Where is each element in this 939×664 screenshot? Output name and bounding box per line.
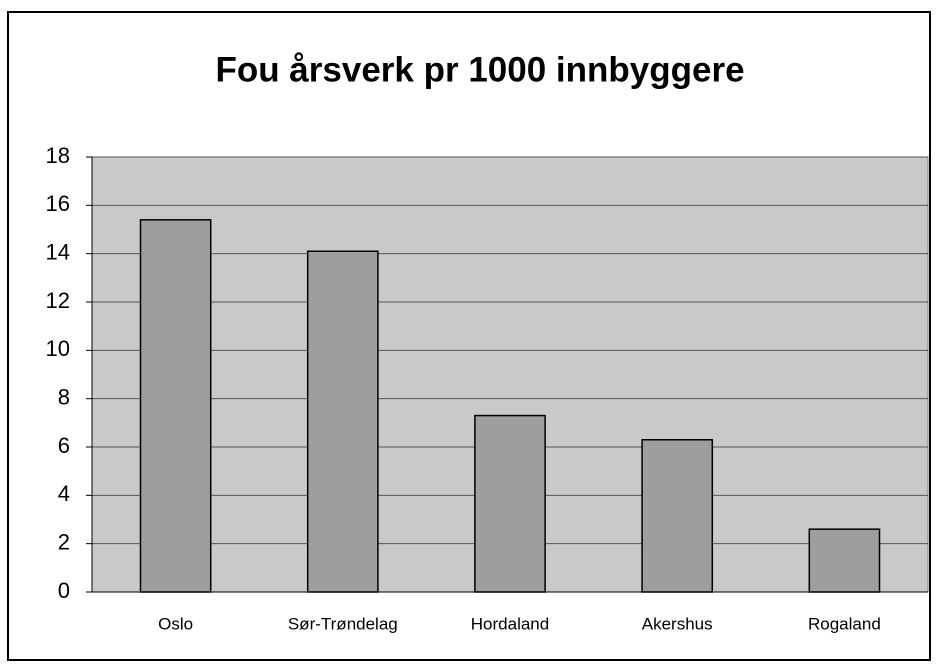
x-tick-label: Sør-Trøndelag — [288, 614, 398, 633]
y-tick-label: 10 — [46, 336, 70, 361]
y-tick-label: 16 — [46, 191, 70, 216]
y-tick-label: 2 — [58, 529, 70, 554]
y-tick-label: 18 — [46, 143, 70, 168]
bar — [641, 439, 714, 593]
x-tick-label: Akershus — [642, 614, 713, 633]
y-tick-label: 8 — [58, 384, 70, 409]
bar — [139, 219, 212, 593]
y-tick-label: 0 — [58, 578, 70, 603]
bar — [808, 528, 881, 593]
x-tick-label: Rogaland — [808, 614, 881, 633]
y-tick-label: 12 — [46, 288, 70, 313]
x-tick-label: Hordaland — [471, 614, 549, 633]
bar — [306, 250, 379, 593]
bar — [474, 414, 546, 593]
y-tick-label: 4 — [58, 481, 70, 506]
chart-title: Fou årsverk pr 1000 innbyggere — [215, 50, 744, 89]
x-tick-label: Oslo — [158, 614, 193, 633]
y-tick-label: 14 — [46, 239, 70, 264]
y-tick-label: 6 — [58, 433, 70, 458]
